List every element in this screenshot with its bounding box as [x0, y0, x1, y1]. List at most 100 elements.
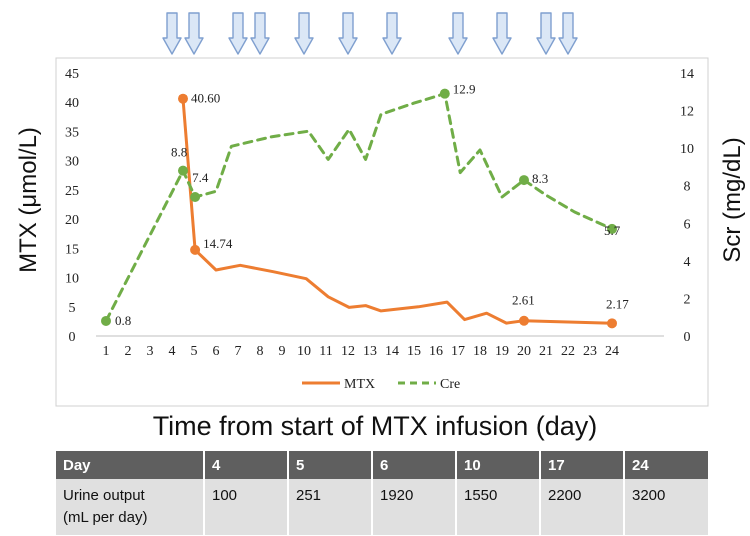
down-arrow-icon	[162, 12, 182, 55]
right-tick-label: 8	[684, 180, 691, 195]
table-value-cell: 1550	[457, 479, 541, 535]
down-arrow-icon	[448, 12, 468, 55]
data-label-cre: 8.3	[532, 171, 548, 186]
data-labels: 40.60 14.74 2.61 2.17 0.8 8.8 7.4 12.9 8.3 5.7	[115, 82, 629, 328]
down-arrow-icon	[382, 12, 402, 55]
table-day-cell: 5	[289, 451, 373, 479]
data-label-cre: 8.8	[171, 145, 187, 160]
right-tick-label: 14	[680, 67, 694, 82]
table-row: Urine output (mL per day) 100 251 1920 1…	[56, 479, 708, 535]
table-day-cell: 24	[625, 451, 708, 479]
x-tick-label: 12	[341, 344, 355, 359]
right-tick-label: 4	[684, 255, 691, 270]
x-tick-label: 19	[495, 344, 509, 359]
down-arrow-icon	[228, 12, 248, 55]
x-tick-label: 13	[363, 344, 377, 359]
series-mtx-marker	[519, 315, 529, 326]
table-value-cell: 1920	[373, 479, 457, 535]
down-arrow-icon	[184, 12, 204, 55]
x-tick-label: 16	[429, 344, 443, 359]
data-label-cre: 12.9	[453, 82, 476, 97]
right-tick-label: 2	[684, 292, 691, 307]
left-tick-label: 40	[65, 96, 79, 111]
x-tick-label: 6	[213, 344, 220, 359]
plot-frame	[55, 57, 709, 407]
series-cre-marker	[607, 223, 617, 234]
down-arrow-icon	[250, 12, 270, 55]
table-value-cell: 2200	[541, 479, 625, 535]
right-axis-ticks: 0 2 4 6 8 10 12 14	[680, 67, 694, 345]
right-tick-label: 12	[680, 105, 694, 120]
x-tick-label: 1	[103, 344, 110, 359]
x-tick-label: 7	[235, 344, 242, 359]
x-axis-title: Time from start of MTX infusion (day)	[152, 411, 598, 441]
legend: MTX Cre	[302, 377, 460, 392]
table-day-cell: 10	[457, 451, 541, 479]
x-tick-label: 8	[257, 344, 264, 359]
table-value-cell: 251	[289, 479, 373, 535]
series-mtx-line	[181, 97, 614, 325]
urine-output-table: Day 4 5 6 10 17 24 Urine output (mL per …	[56, 451, 708, 535]
down-arrow-icon	[338, 12, 358, 55]
infusion-arrows	[162, 12, 578, 55]
table-row-label: Urine output (mL per day)	[56, 479, 205, 535]
series-cre-marker	[519, 175, 529, 186]
table-day-cell: 4	[205, 451, 289, 479]
x-tick-label: 3	[147, 344, 154, 359]
down-arrow-icon	[294, 12, 314, 55]
left-axis-title: MTX (μmol/L)	[15, 127, 42, 273]
left-tick-label: 10	[65, 272, 79, 287]
data-label-cre: 7.4	[192, 170, 209, 185]
x-tick-label: 23	[583, 344, 597, 359]
right-axis-title: Scr (mg/dL)	[719, 137, 746, 262]
series-mtx-marker	[190, 244, 201, 255]
x-tick-label: 15	[407, 344, 421, 359]
series-cre-marker	[190, 191, 201, 202]
series-cre-marker	[439, 88, 450, 99]
table-value-cell: 100	[205, 479, 289, 535]
left-tick-label: 35	[65, 125, 79, 140]
down-arrow-icon	[558, 12, 578, 55]
data-label-cre: 0.8	[115, 313, 131, 328]
data-label-mtx: 40.60	[191, 91, 220, 106]
data-label-mtx: 2.17	[606, 296, 629, 311]
right-tick-label: 6	[684, 217, 691, 232]
x-tick-label: 4	[169, 344, 176, 359]
x-tick-label: 21	[539, 344, 553, 359]
x-tick-label: 2	[125, 344, 132, 359]
series-layer	[101, 88, 617, 329]
series-mtx-marker	[607, 318, 617, 329]
left-tick-label: 20	[65, 213, 79, 228]
series-cre-line	[104, 92, 614, 323]
x-tick-label: 14	[385, 344, 399, 359]
x-tick-label: 11	[319, 344, 332, 359]
series-cre-marker	[101, 315, 111, 326]
series-mtx-marker	[178, 93, 188, 104]
left-tick-label: 0	[69, 330, 76, 345]
series-cre-marker	[178, 165, 188, 176]
left-tick-label: 15	[65, 242, 79, 257]
table-header-day: Day	[56, 451, 205, 479]
left-tick-label: 30	[65, 155, 79, 170]
table-day-cell: 6	[373, 451, 457, 479]
table-header-row: Day 4 5 6 10 17 24	[56, 451, 708, 479]
x-tick-label: 18	[473, 344, 487, 359]
x-tick-label: 22	[561, 344, 575, 359]
left-tick-label: 25	[65, 184, 79, 199]
data-label-cre: 5.7	[604, 223, 621, 238]
x-tick-label: 5	[191, 344, 198, 359]
x-tick-label: 17	[451, 344, 465, 359]
legend-mtx-label: MTX	[344, 377, 375, 392]
x-tick-label: 10	[297, 344, 311, 359]
table-day-cell: 17	[541, 451, 625, 479]
left-axis-ticks: 0 5 10 15 20 25 30 35 40 45	[65, 67, 79, 345]
right-tick-label: 0	[684, 330, 691, 345]
down-arrow-icon	[536, 12, 556, 55]
left-tick-label: 45	[65, 67, 79, 82]
x-tick-label: 9	[279, 344, 286, 359]
x-axis-ticks: 1 2 3 4 5 6 7 8 9 10 11 12 13 14 15 16 17 18 19 20 21 22 23 24	[103, 344, 620, 359]
table-value-cell: 3200	[625, 479, 708, 535]
x-tick-label: 24	[605, 344, 619, 359]
data-label-mtx: 14.74	[203, 236, 233, 251]
